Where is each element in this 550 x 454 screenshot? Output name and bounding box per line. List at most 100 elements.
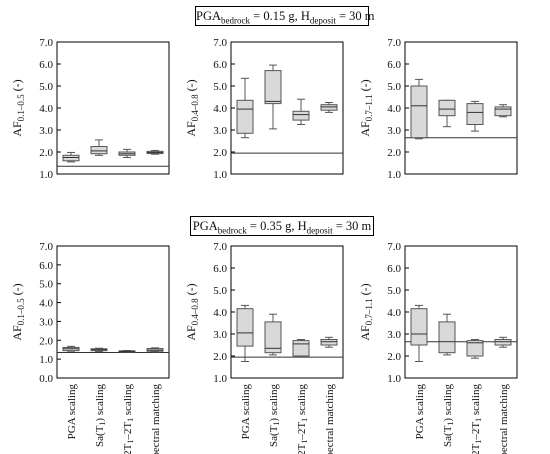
box-iqr xyxy=(410,308,428,346)
box-3 xyxy=(118,148,136,158)
header-top: PGAbedrock = 0.15 g, Hdeposit = 30 m xyxy=(195,6,375,26)
y-tick-label: 3.0 xyxy=(387,329,401,341)
box-iqr xyxy=(438,321,456,354)
category-label-sub: 1 xyxy=(272,422,281,426)
header-top-suffix: = 30 m xyxy=(335,9,375,23)
category-label-part: scaling xyxy=(122,384,134,418)
box-iqr xyxy=(466,103,484,125)
y-tick-label: 3.0 xyxy=(213,329,227,341)
category-label-part: ) scaling xyxy=(442,384,454,422)
y-tick-label: 2.0 xyxy=(39,147,53,159)
box-iqr xyxy=(320,104,338,111)
y-axis-label: AF0.4–0.8 (-) xyxy=(184,79,200,136)
box-iqr xyxy=(466,340,484,357)
category-label-sub: 1 xyxy=(474,418,483,422)
category-label-part: 0.2T xyxy=(122,443,134,454)
box-2 xyxy=(438,99,456,128)
y-tick-label: 4.0 xyxy=(387,307,401,319)
y-axis-label-unit: (-) xyxy=(358,283,372,298)
y-tick-label: 4.0 xyxy=(213,103,227,115)
box-4 xyxy=(320,102,338,113)
y-axis-label: AF0.7–1.1 (-) xyxy=(358,283,374,340)
box-2 xyxy=(264,64,282,130)
box-iqr xyxy=(292,110,310,121)
category-label: 0.2T1–2T1 scaling xyxy=(122,384,135,454)
y-axis-label-unit: (-) xyxy=(10,79,24,94)
y-axis-label-sub: 0.4–0.8 xyxy=(190,94,200,122)
category-label: PGA scaling xyxy=(414,384,426,440)
y-tick-label: 1.0 xyxy=(213,169,227,181)
y-tick-label: 5.0 xyxy=(39,279,53,291)
y-axis-label: AF0.7–1.1 (-) xyxy=(358,79,374,136)
y-tick-label: 6.0 xyxy=(39,59,53,71)
y-tick-label: 5.0 xyxy=(387,285,401,297)
y-tick-label: 6.0 xyxy=(213,59,227,71)
y-tick-label: 4.0 xyxy=(387,103,401,115)
header-top-sub1: bedrock xyxy=(221,15,251,26)
panel-1: 1.0 2.0 3.0 4.0 5.0 6.0 7.0 AF0.1–0.5 (-) xyxy=(10,37,170,181)
box-iqr xyxy=(90,146,108,155)
y-tick-label: 7.0 xyxy=(213,37,227,49)
header-top-prefix: PGA xyxy=(196,9,222,23)
box-iqr xyxy=(410,85,428,139)
y-axis-label-sub: 0.1–0.5 xyxy=(16,94,26,122)
category-label-sub: 1 xyxy=(300,418,309,422)
y-tick-label: 3.0 xyxy=(39,316,53,328)
box-iqr xyxy=(236,308,254,347)
category-label: Spectral matching xyxy=(498,384,510,454)
y-axis-label-sub: 0.1–0.5 xyxy=(16,298,26,326)
y-tick-label: 1.0 xyxy=(39,169,53,181)
y-tick-label: 7.0 xyxy=(39,241,53,253)
panel-6: 1.0 2.0 3.0 4.0 5.0 6.0 7.0 AF0.7–1.1 (-) PGA sc… xyxy=(358,241,518,454)
box-iqr xyxy=(264,70,282,105)
y-tick-label: 2.0 xyxy=(387,351,401,363)
y-tick-label: 1.0 xyxy=(39,354,53,366)
category-label-sub: 1 xyxy=(126,440,135,444)
header-bottom-suffix: = 30 m xyxy=(332,219,372,233)
plot-frame xyxy=(56,245,170,379)
category-label: PGA scaling xyxy=(240,384,252,440)
category-label-part: –2T xyxy=(122,422,134,441)
y-tick-label: 2.0 xyxy=(213,351,227,363)
category-label: 0.2T1–2T1 scaling xyxy=(296,384,309,454)
header-bottom: PGAbedrock = 0.35 g, Hdeposit = 30 m xyxy=(190,216,374,236)
y-axis-label-unit: (-) xyxy=(184,283,198,298)
category-label-part: –2T xyxy=(296,422,308,441)
y-tick-label: 3.0 xyxy=(213,125,227,137)
y-axis-label-main: AF xyxy=(358,121,372,137)
header-bottom-prefix: PGA xyxy=(192,219,218,233)
box-2 xyxy=(438,313,456,356)
box-4 xyxy=(494,336,512,348)
y-axis-label-unit: (-) xyxy=(358,79,372,94)
y-axis-label-main: AF xyxy=(184,325,198,341)
y-tick-label: 1.0 xyxy=(213,373,227,385)
box-iqr xyxy=(292,340,310,357)
header-bottom-middle: = 0.35 g, H xyxy=(246,219,307,233)
y-axis-label-unit: (-) xyxy=(10,283,24,298)
box-iqr xyxy=(62,154,80,162)
header-bottom-sub2: deposit xyxy=(306,225,333,236)
panel-4: 0.0 1.0 2.0 3.0 4.0 5.0 6.0 7.0 AF0.1–0.5 (-) PGA… xyxy=(10,241,170,454)
box-1 xyxy=(236,77,254,139)
category-label-sub: 1 xyxy=(98,422,107,426)
y-axis-label-main: AF xyxy=(358,325,372,341)
category-label-part: scaling xyxy=(296,384,308,418)
box-3 xyxy=(466,100,484,132)
category-label-part: Sa(T xyxy=(268,425,280,447)
category-label-part: ) scaling xyxy=(268,384,280,422)
y-axis-label: AF0.1–0.5 (-) xyxy=(10,79,26,136)
category-label-part: scaling xyxy=(470,384,482,418)
y-tick-label: 4.0 xyxy=(39,298,53,310)
category-label-part: 0.2T xyxy=(470,443,482,454)
panel-2: 1.0 2.0 3.0 4.0 5.0 6.0 7.0 AF0.4–0.8 (-) xyxy=(184,37,344,181)
box-1 xyxy=(62,345,80,352)
box-iqr xyxy=(236,99,254,134)
box-1 xyxy=(62,151,80,163)
y-tick-label: 1.0 xyxy=(387,373,401,385)
category-label: Spectral matching xyxy=(150,384,162,454)
header-bottom-sub1: bedrock xyxy=(217,225,247,236)
y-axis-label: AF0.4–0.8 (-) xyxy=(184,283,200,340)
y-tick-label: 6.0 xyxy=(39,260,53,272)
